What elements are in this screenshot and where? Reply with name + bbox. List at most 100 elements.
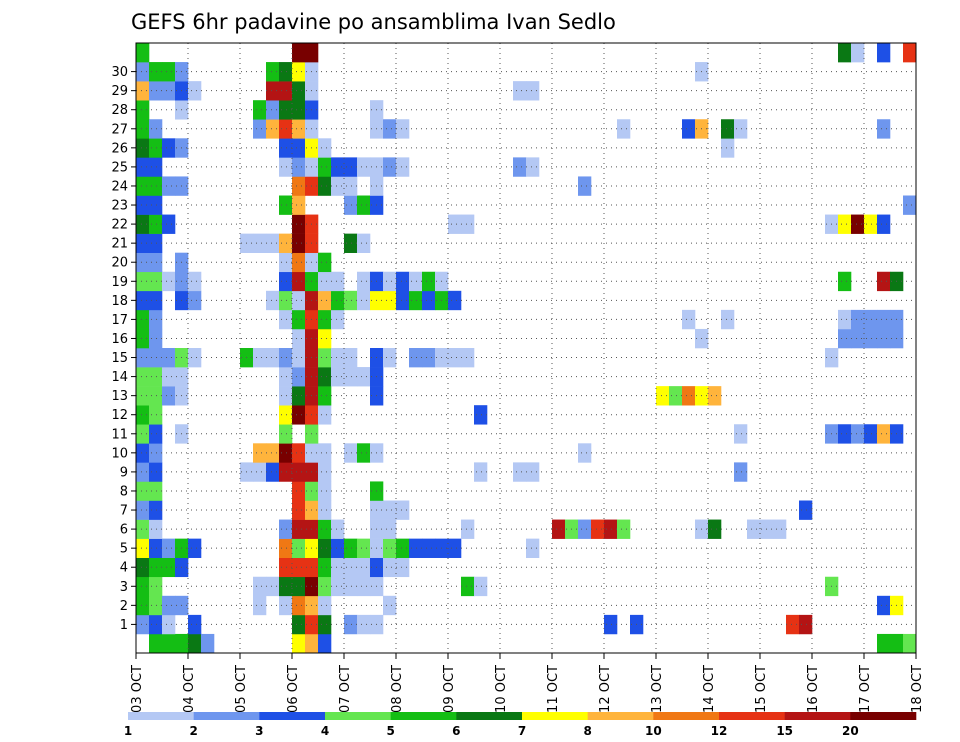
heatmap-cell bbox=[149, 614, 163, 635]
y-tick-label: 15 bbox=[111, 351, 128, 366]
heatmap-cell bbox=[149, 557, 163, 578]
legend-label: 5 bbox=[386, 724, 394, 738]
heatmap-cell bbox=[331, 290, 345, 311]
heatmap-cell bbox=[149, 271, 163, 292]
heatmap-cell bbox=[266, 100, 280, 120]
heatmap-cell bbox=[292, 195, 306, 215]
plot-frame bbox=[135, 42, 917, 654]
legend-swatch bbox=[522, 712, 588, 720]
y-tick-label: 8 bbox=[120, 484, 128, 499]
heatmap-cell bbox=[136, 195, 150, 215]
heatmap-cell bbox=[331, 367, 345, 387]
heatmap-cell bbox=[292, 119, 306, 139]
heatmap-cell bbox=[799, 614, 813, 635]
heatmap-cell bbox=[149, 252, 163, 273]
heatmap-cell bbox=[292, 271, 306, 292]
heatmap-cell bbox=[136, 538, 150, 558]
chart-title: GEFS 6hr padavine po ansamblima Ivan Sed… bbox=[131, 10, 616, 34]
heatmap-cell bbox=[474, 462, 488, 482]
heatmap-cell bbox=[162, 81, 176, 101]
heatmap-cell bbox=[279, 348, 293, 368]
legend-label: 12 bbox=[711, 724, 728, 738]
heatmap-cell bbox=[136, 519, 150, 539]
heatmap-cell bbox=[149, 328, 163, 349]
heatmap-cell bbox=[357, 157, 371, 177]
heatmap-cell bbox=[136, 367, 150, 387]
heatmap-cell bbox=[877, 309, 891, 330]
heatmap-cell bbox=[162, 614, 176, 635]
legend-label: 4 bbox=[321, 724, 329, 738]
heatmap-cell bbox=[292, 614, 306, 635]
heatmap-cell bbox=[448, 290, 462, 311]
heatmap-cell bbox=[318, 443, 332, 463]
y-tick-label: 2 bbox=[120, 599, 128, 614]
heatmap-cell bbox=[318, 519, 332, 539]
heatmap-cell bbox=[149, 519, 163, 539]
heatmap-cell bbox=[292, 176, 306, 196]
heatmap-cell bbox=[136, 119, 150, 139]
heatmap-cell bbox=[136, 462, 150, 482]
y-tick-label: 3 bbox=[120, 580, 128, 595]
heatmap-cell bbox=[318, 271, 332, 292]
heatmap-cell bbox=[591, 519, 605, 539]
heatmap-cell bbox=[422, 348, 436, 368]
heatmap-cell bbox=[331, 309, 345, 330]
heatmap-cell bbox=[864, 214, 878, 234]
heatmap-cell bbox=[266, 348, 280, 368]
heatmap-cell bbox=[864, 328, 878, 349]
heatmap-cell bbox=[292, 43, 306, 63]
heatmap-cell bbox=[513, 157, 527, 177]
heatmap-cell bbox=[162, 538, 176, 558]
heatmap-cell bbox=[461, 576, 475, 597]
heatmap-cell bbox=[136, 481, 150, 501]
y-tick-label: 5 bbox=[120, 542, 128, 557]
heatmap-cell bbox=[305, 43, 319, 63]
y-tick-label: 23 bbox=[111, 199, 128, 214]
heatmap-cell bbox=[136, 81, 150, 101]
heatmap-cell bbox=[344, 614, 358, 635]
heatmap-cell bbox=[513, 462, 527, 482]
legend-swatch bbox=[587, 712, 654, 720]
heatmap-cell bbox=[136, 100, 150, 120]
heatmap-cell bbox=[292, 462, 306, 482]
heatmap-cell bbox=[877, 214, 891, 234]
heatmap-cell bbox=[656, 386, 670, 406]
heatmap-cell bbox=[786, 614, 800, 635]
y-tick-label: 19 bbox=[111, 275, 128, 290]
heatmap-cell bbox=[708, 519, 722, 539]
legend-label: 3 bbox=[255, 724, 263, 738]
heatmap-cell bbox=[604, 614, 618, 635]
y-tick-label: 25 bbox=[111, 160, 128, 175]
heatmap-cell bbox=[318, 595, 332, 616]
heatmap-cell bbox=[136, 443, 150, 463]
heatmap-cell bbox=[396, 157, 410, 177]
heatmap-cell bbox=[149, 138, 163, 158]
heatmap-cell bbox=[331, 538, 345, 558]
y-tick-label: 1 bbox=[120, 618, 128, 633]
legend-swatch bbox=[128, 712, 194, 720]
y-tick-label: 10 bbox=[111, 446, 128, 461]
heatmap-cell bbox=[474, 576, 488, 597]
y-tick-label: 21 bbox=[111, 237, 128, 252]
heatmap-cells bbox=[136, 43, 917, 654]
heatmap-cell bbox=[357, 290, 371, 311]
heatmap-cell bbox=[383, 271, 397, 292]
heatmap-cell bbox=[526, 81, 540, 101]
heatmap-cell bbox=[838, 271, 852, 292]
heatmap-cell bbox=[461, 519, 475, 539]
heatmap-cell bbox=[721, 119, 735, 139]
heatmap-cell bbox=[461, 214, 475, 234]
x-tick-label: 15 OCT bbox=[754, 665, 769, 713]
heatmap-cell bbox=[188, 81, 202, 101]
heatmap-cell bbox=[149, 462, 163, 482]
heatmap-cell bbox=[526, 157, 540, 177]
heatmap-cell bbox=[331, 157, 345, 177]
heatmap-cell bbox=[279, 462, 293, 482]
heatmap-cell bbox=[344, 367, 358, 387]
heatmap-cell bbox=[266, 233, 280, 253]
heatmap-cell bbox=[149, 595, 163, 616]
heatmap-cell bbox=[136, 233, 150, 253]
heatmap-cell bbox=[331, 519, 345, 539]
heatmap-cell bbox=[604, 519, 618, 539]
